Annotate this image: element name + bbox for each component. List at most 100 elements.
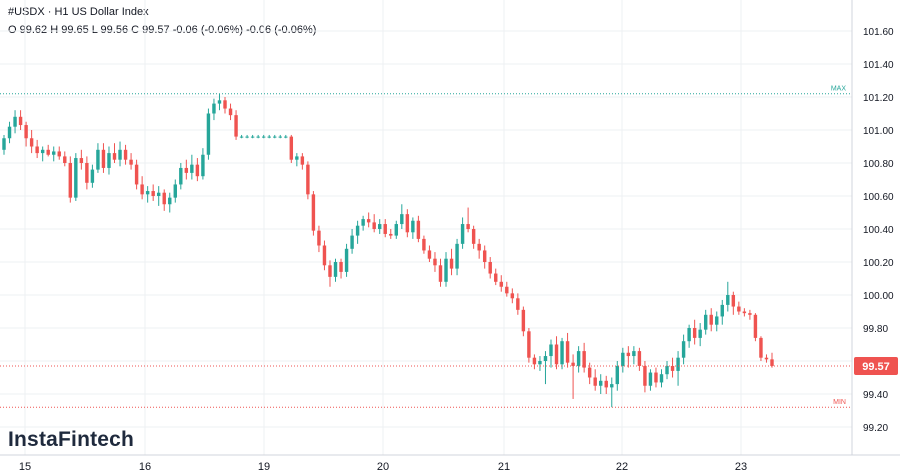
candle-body xyxy=(151,191,155,196)
y-tick-label: 100.20 xyxy=(863,258,894,269)
candle-body xyxy=(24,125,28,139)
candle-body xyxy=(482,250,487,262)
candle-body xyxy=(742,311,747,314)
candle-body xyxy=(256,136,260,138)
candle-body xyxy=(29,138,34,147)
candle-body xyxy=(40,149,45,154)
candle-body xyxy=(63,156,67,163)
candle-body xyxy=(449,258,454,269)
candle-body xyxy=(239,136,244,138)
candle-body xyxy=(228,108,233,116)
candle-body xyxy=(333,262,338,277)
candle-body xyxy=(206,113,211,155)
candle-body xyxy=(57,151,61,157)
candle-body xyxy=(322,245,327,266)
candle-body xyxy=(422,238,426,251)
y-tick-label: 100.40 xyxy=(863,225,894,236)
candle-body xyxy=(582,351,586,368)
candle-body xyxy=(637,351,642,366)
candle-body xyxy=(659,374,664,383)
candle-body xyxy=(532,357,537,365)
candle-body xyxy=(300,156,305,165)
candle-body xyxy=(665,365,669,375)
candle-body xyxy=(433,258,437,266)
candle-body xyxy=(587,367,592,378)
candle-body xyxy=(234,115,238,137)
candle-body xyxy=(400,214,404,225)
candle-body xyxy=(543,356,548,361)
candle-body xyxy=(466,224,470,229)
candle-body xyxy=(615,365,620,385)
x-tick-label: 22 xyxy=(616,461,628,473)
candle-body xyxy=(764,357,769,360)
brand-logo: InstaFintech xyxy=(8,428,135,451)
candle-body xyxy=(632,351,636,357)
candle-body xyxy=(184,167,189,173)
candle-body xyxy=(245,136,249,138)
candle-body xyxy=(212,103,216,114)
candle-body xyxy=(101,149,106,168)
candle-body xyxy=(460,224,465,244)
candle-body xyxy=(488,262,492,274)
candle-body xyxy=(350,235,354,249)
candle-body xyxy=(626,352,631,357)
candle-body xyxy=(505,286,509,294)
candle-body xyxy=(355,225,360,236)
candle-body xyxy=(52,151,56,155)
candle-body xyxy=(284,136,288,138)
candle-body xyxy=(394,224,399,236)
candle-body xyxy=(68,163,73,198)
candle-body xyxy=(477,243,481,251)
candle-body xyxy=(344,248,349,272)
candle-body xyxy=(681,341,686,358)
candle-body xyxy=(273,136,277,138)
candle-body xyxy=(107,153,111,168)
candle-body xyxy=(643,365,647,386)
candle-body xyxy=(328,265,332,277)
candle-body xyxy=(726,295,730,305)
min-label: MIN xyxy=(833,399,846,406)
candle-body xyxy=(516,298,520,310)
chart-title: #USDX · H1 US Dollar Index xyxy=(8,6,149,18)
candle-body xyxy=(748,313,752,315)
candle-body xyxy=(96,149,100,170)
candle-body xyxy=(770,359,774,366)
candle-body xyxy=(499,281,503,287)
candle-body xyxy=(179,167,183,185)
y-tick-label: 101.00 xyxy=(863,126,894,137)
candle-body xyxy=(621,352,625,366)
candle-body xyxy=(593,377,597,386)
candle-body xyxy=(599,380,603,386)
candle-body xyxy=(366,219,371,223)
candle-body xyxy=(405,214,410,233)
candle-body xyxy=(554,344,559,365)
candle-body xyxy=(278,136,282,138)
y-tick-label: 99.20 xyxy=(863,423,888,434)
candle-body xyxy=(571,362,575,366)
candle-body xyxy=(289,136,294,160)
y-tick-label: 100.00 xyxy=(863,291,894,302)
candle-body xyxy=(162,192,166,205)
candle-body xyxy=(676,357,680,371)
candle-body xyxy=(527,331,531,358)
x-tick-label: 20 xyxy=(377,461,389,473)
y-tick-label: 101.60 xyxy=(863,27,894,38)
max-label: MAX xyxy=(831,86,847,93)
candle-body xyxy=(416,220,421,239)
candle-body xyxy=(129,159,133,165)
candle-body xyxy=(295,156,299,160)
candle-body xyxy=(134,164,139,185)
x-tick-label: 23 xyxy=(735,461,747,473)
candle-body xyxy=(261,136,266,138)
x-tick-label: 16 xyxy=(139,461,151,473)
candle-body xyxy=(610,384,614,388)
candle-body xyxy=(565,341,570,363)
candle-body xyxy=(427,250,432,259)
last-price-tag xyxy=(854,356,898,375)
y-tick-label: 99.80 xyxy=(863,324,888,335)
candle-body xyxy=(46,149,50,155)
y-tick-label: 101.40 xyxy=(863,60,894,71)
candle-body xyxy=(670,365,675,371)
candle-body xyxy=(223,100,227,109)
